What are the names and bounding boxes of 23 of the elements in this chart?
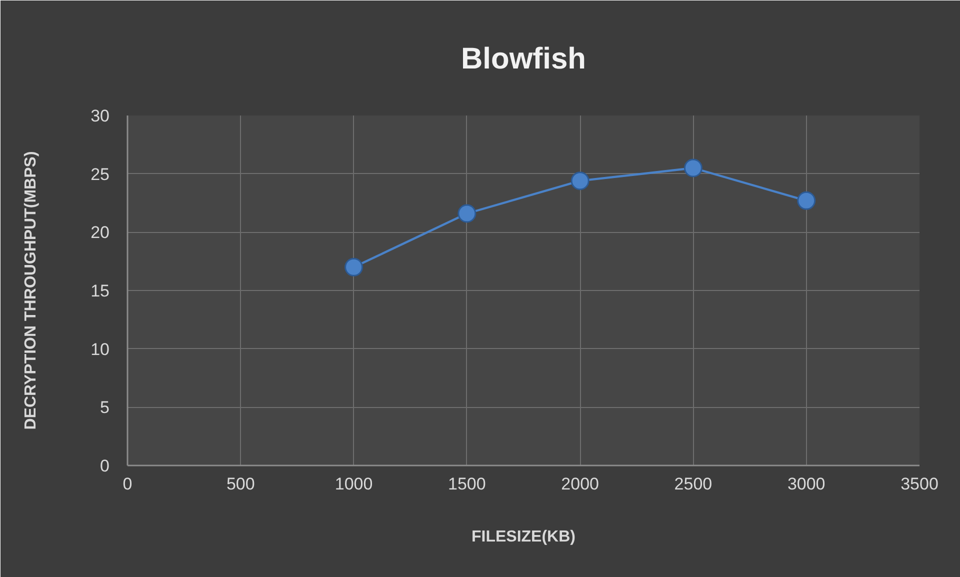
point <box>570 172 590 190</box>
x-tick-label: 500 <box>226 474 255 494</box>
x-tick-label: 2500 <box>674 474 712 494</box>
x-tick-label: 0 <box>122 474 132 494</box>
x-tick-label: 3000 <box>787 474 826 494</box>
x-tick-label: 2000 <box>561 474 599 494</box>
y-tick-label: 5 <box>100 398 110 418</box>
y-tick-label: 0 <box>100 456 110 476</box>
point <box>458 204 476 223</box>
y-tick-label: 10 <box>90 340 110 359</box>
y-tick-label: 30 <box>90 106 110 126</box>
x-tick-label: 3500 <box>900 474 938 494</box>
y-tick-label: 20 <box>90 223 110 242</box>
x-tick-label: 1500 <box>448 474 486 494</box>
x-axis-title: FILESIZE(KB) <box>472 528 576 546</box>
chart-title: Blowfish <box>461 42 586 76</box>
point <box>344 258 364 276</box>
x-tick-label: 1000 <box>334 474 373 494</box>
y-axis-title: DECRYPTION THROUGHPUT(MBPS) <box>22 151 40 430</box>
y-tick-label: 25 <box>90 164 110 184</box>
point <box>797 191 816 210</box>
point <box>684 158 702 178</box>
y-tick-label: 15 <box>90 282 110 300</box>
